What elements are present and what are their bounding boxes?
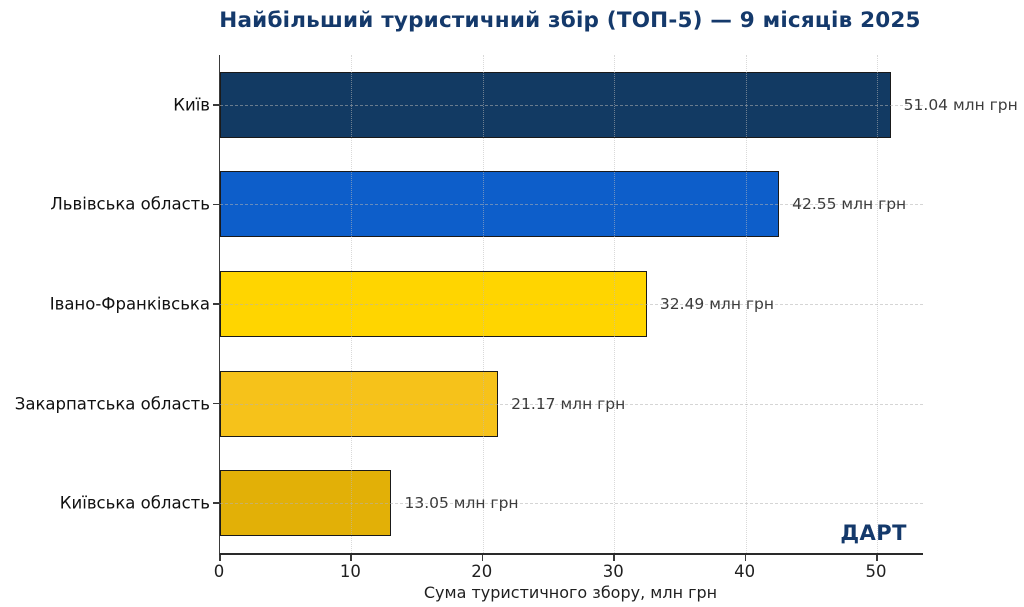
y-gridline [220,503,923,505]
y-tick-mark [213,104,219,106]
x-axis-label: Сума туристичного збору, млн грн [423,583,718,602]
category-label: Львівська область [50,194,210,214]
y-tick-mark [213,203,219,206]
y-gridline [220,204,923,206]
x-tick-label: 0 [213,562,225,581]
x-tick-mark [613,555,615,561]
y-gridline [220,104,923,106]
bar-value-label: 42.55 млн грн [792,195,907,214]
x-tick-mark [744,555,747,561]
y-gridline [220,403,923,405]
category-label: Київська область [59,493,210,513]
bar-value-label: 13.05 млн грн [404,494,519,513]
bar-value-label: 32.49 млн грн [659,295,774,313]
y-tick-mark [213,402,219,405]
plot-area: ДАРТ 51.04 млн грн 42.55 млн грн 32.49 млн… [213,55,1018,555]
x-tick-label: 50 [865,562,887,581]
category-label: Івано-Франківська [49,294,210,314]
x-tick-mark [350,555,352,561]
y-tick-mark [213,502,219,504]
x-tick-mark [876,555,878,561]
y-gridline [220,304,923,305]
x-tick-mark [481,555,484,561]
bar-value-label: 21.17 млн грн [511,394,626,413]
x-tick-mark [219,555,221,561]
y-tick-mark [213,303,219,305]
x-tick-label: 10 [339,562,361,581]
chart-title: Найбільший туристичний збір (ТОП-5) — 9 … [219,8,921,33]
x-tick-label: 20 [471,562,493,581]
x-tick-label: 40 [734,562,756,581]
x-tick-label: 30 [602,562,624,581]
category-label: Київ [173,95,210,115]
bar-value-label: 51.04 млн грн [903,95,1018,114]
category-label: Закарпатська область [14,394,210,414]
watermark: ДАРТ [840,521,907,545]
